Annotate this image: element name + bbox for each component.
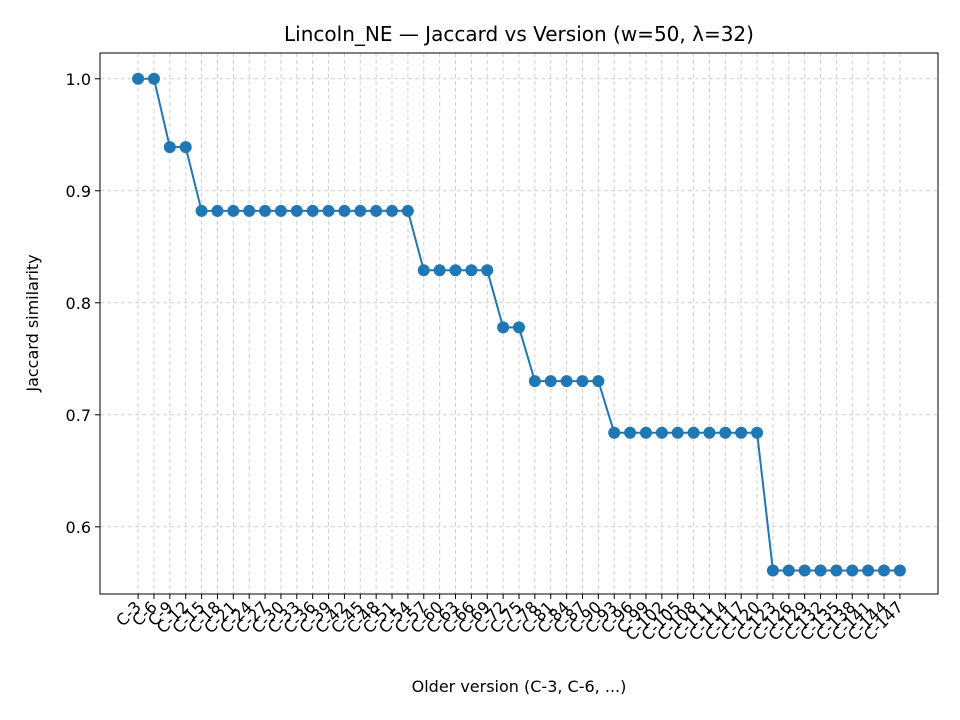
data-point — [132, 72, 145, 85]
y-tick-label: 0.6 — [66, 518, 91, 537]
data-point — [211, 204, 224, 217]
plot-frame — [99, 52, 939, 595]
data-point — [227, 204, 240, 217]
data-point — [687, 426, 700, 439]
data-point — [782, 564, 795, 577]
y-tick-label: 0.7 — [66, 406, 91, 425]
data-point — [592, 375, 605, 388]
data-point — [386, 204, 399, 217]
data-point — [290, 204, 303, 217]
data-point — [878, 564, 891, 577]
data-point — [497, 321, 510, 334]
data-point — [624, 426, 637, 439]
data-point — [322, 204, 335, 217]
data-point — [417, 264, 430, 277]
data-point — [893, 564, 906, 577]
data-point — [163, 141, 176, 154]
data-point — [671, 426, 684, 439]
data-point — [449, 264, 462, 277]
data-point — [354, 204, 367, 217]
data-point — [528, 375, 541, 388]
data-point — [243, 204, 256, 217]
data-point — [703, 426, 716, 439]
data-point — [274, 204, 287, 217]
chart-title: Lincoln_NE — Jaccard vs Version (w=50, λ… — [284, 22, 754, 46]
data-point — [798, 564, 811, 577]
y-tick-label: 0.8 — [66, 294, 91, 313]
data-point — [513, 321, 525, 334]
data-point — [735, 426, 748, 439]
data-point — [481, 264, 494, 277]
data-point — [608, 426, 621, 439]
data-point — [814, 564, 827, 577]
data-point — [147, 72, 160, 85]
data-point — [401, 204, 414, 217]
data-point — [195, 204, 208, 217]
data-point — [306, 204, 319, 217]
y-axis-label: Jaccard similarity — [23, 254, 42, 392]
data-point — [433, 264, 446, 277]
data-point — [766, 564, 779, 577]
y-tick-label: 1.0 — [66, 70, 91, 89]
data-point — [179, 141, 192, 154]
data-point — [751, 426, 764, 439]
data-point — [639, 426, 652, 439]
data-point — [544, 375, 557, 388]
data-point — [719, 426, 732, 439]
data-point — [862, 564, 875, 577]
data-point — [338, 204, 351, 217]
data-point — [655, 426, 668, 439]
data-point — [370, 204, 383, 217]
data-point — [830, 564, 843, 577]
data-point — [465, 264, 478, 277]
data-point — [560, 375, 573, 388]
data-point — [846, 564, 859, 577]
x-axis-label: Older version (C-3, C-6, ...) — [412, 677, 627, 696]
data-point — [259, 204, 272, 217]
y-tick-label: 0.9 — [66, 182, 91, 201]
data-point — [576, 375, 589, 388]
